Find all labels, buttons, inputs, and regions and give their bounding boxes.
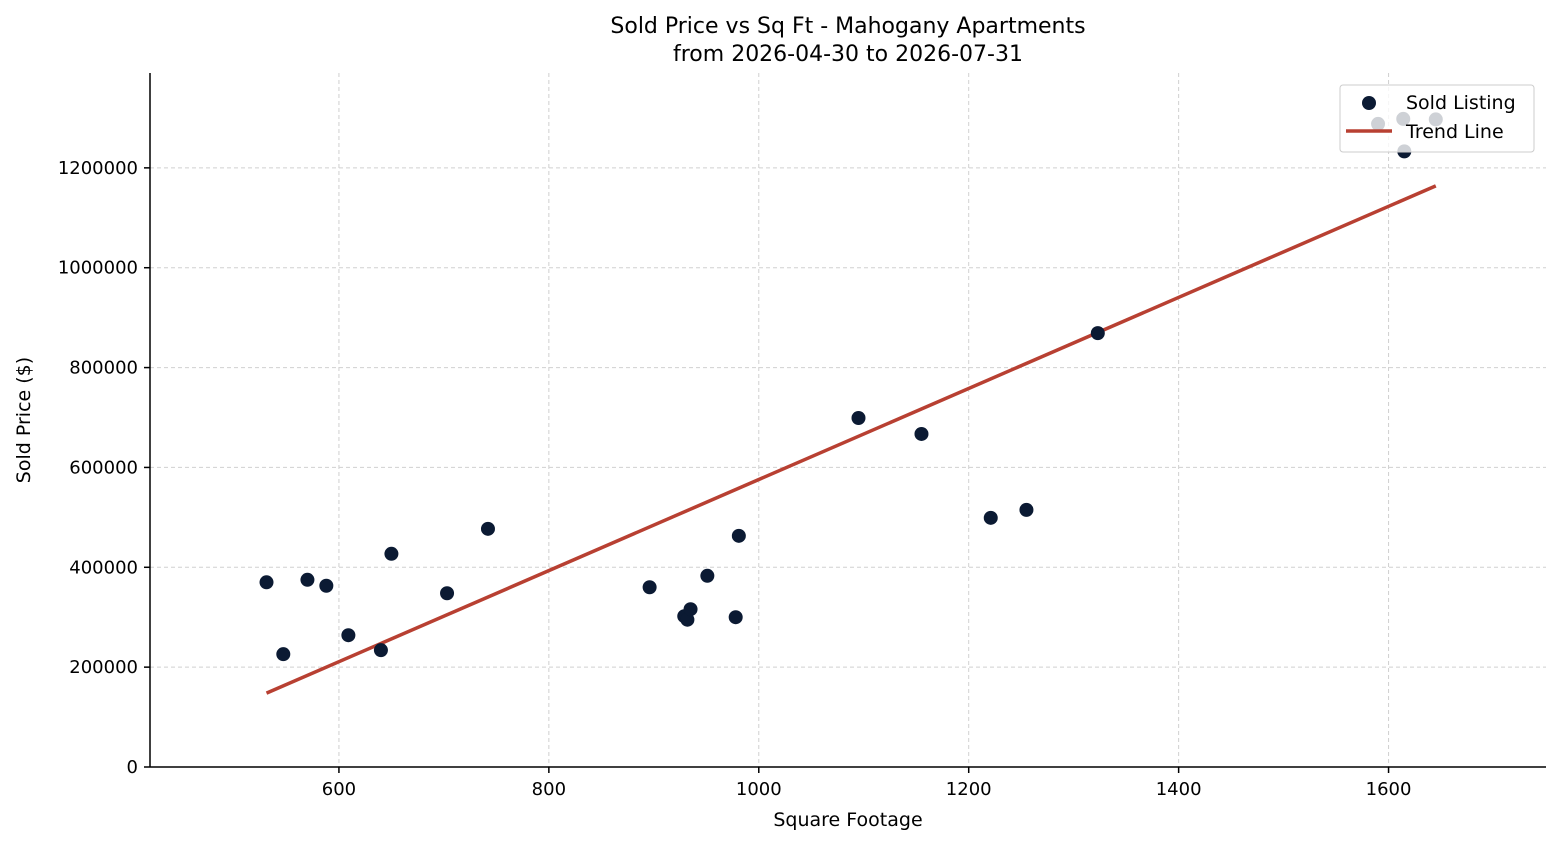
- data-point: [384, 546, 399, 561]
- y-tick-label: 200000: [69, 657, 138, 678]
- data-point: [1019, 502, 1034, 517]
- legend-label-sold-listing: Sold Listing: [1406, 92, 1516, 114]
- points-layer: [259, 111, 1443, 662]
- x-tick-label: 600: [322, 779, 356, 800]
- trend-line-layer: [265, 184, 1437, 695]
- x-tick-label: 1400: [1156, 779, 1202, 800]
- grid: [150, 73, 1546, 767]
- data-point: [1090, 326, 1105, 341]
- x-tick-label: 1000: [736, 779, 782, 800]
- x-tick-label: 1200: [946, 779, 992, 800]
- y-tick-label: 800000: [69, 358, 138, 379]
- y-tick-label: 400000: [69, 557, 138, 578]
- data-point: [728, 610, 743, 625]
- legend-label-trend-line: Trend Line: [1405, 121, 1504, 143]
- legend-marker-sold-listing: [1362, 96, 1376, 110]
- x-axis-label: Square Footage: [773, 809, 922, 831]
- chart-title: Sold Price vs Sq Ft - Mahogany Apartment…: [610, 14, 1085, 39]
- x-ticks: 600 800 1000 1200 1400 1600: [322, 767, 1412, 800]
- data-point: [914, 426, 929, 441]
- y-tick-label: 1200000: [58, 158, 138, 179]
- y-tick-label: 600000: [69, 457, 138, 478]
- data-point: [276, 647, 291, 662]
- data-point: [319, 578, 334, 593]
- data-point: [480, 521, 495, 536]
- data-point: [373, 643, 388, 658]
- data-point: [700, 568, 715, 583]
- legend: Sold Listing Trend Line: [1339, 84, 1535, 153]
- y-tick-label: 0: [127, 757, 138, 778]
- data-point: [259, 575, 274, 590]
- data-point: [300, 572, 315, 587]
- data-point: [683, 602, 698, 617]
- trend-line: [265, 184, 1437, 695]
- y-ticks: 0 200000 400000 600000 800000 1000000 1200000: [58, 158, 150, 778]
- x-tick-label: 1600: [1366, 779, 1412, 800]
- y-tick-label: 1000000: [58, 258, 138, 279]
- data-point: [341, 628, 356, 643]
- data-point: [440, 586, 455, 601]
- x-tick-label: 800: [532, 779, 566, 800]
- chart-subtitle: from 2026-04-30 to 2026-07-31: [673, 42, 1023, 67]
- data-point: [642, 580, 657, 595]
- data-point: [851, 411, 866, 426]
- data-point: [983, 510, 998, 525]
- data-point: [731, 528, 746, 543]
- legend-box: [1339, 84, 1535, 153]
- y-axis-label: Sold Price ($): [13, 357, 35, 483]
